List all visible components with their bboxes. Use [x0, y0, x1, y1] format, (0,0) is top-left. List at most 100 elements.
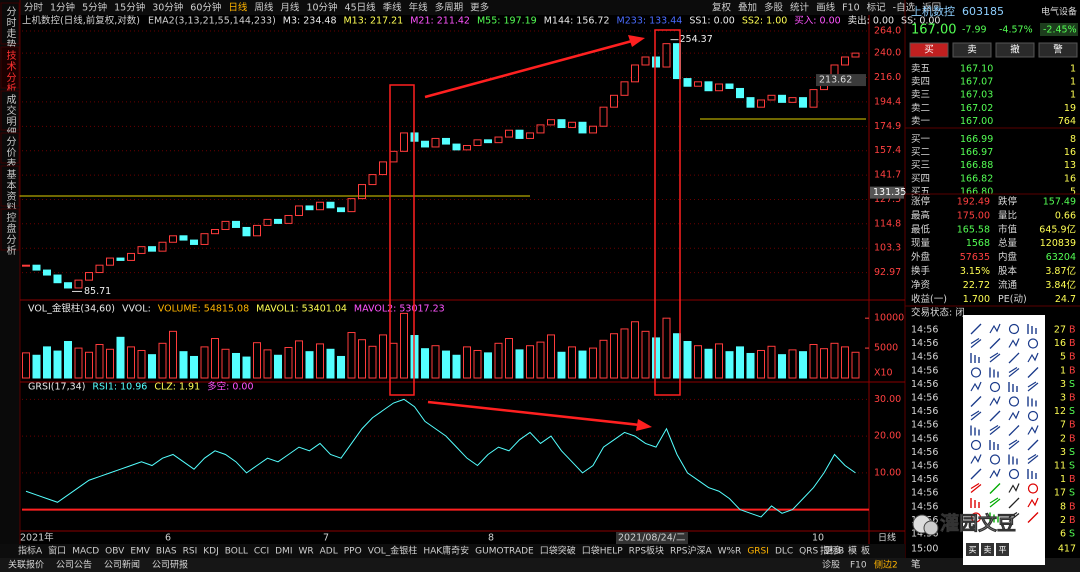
status-item[interactable]: 公司公告: [56, 559, 92, 571]
tool-icon[interactable]: [1008, 323, 1020, 335]
toolbar-item[interactable]: 季线: [383, 2, 403, 14]
trade-button[interactable]: [952, 42, 992, 58]
tool-icon[interactable]: [1008, 497, 1020, 509]
indicator-tab[interactable]: 板: [861, 545, 870, 557]
tool-icon[interactable]: [1027, 381, 1039, 392]
tool-icon[interactable]: [970, 367, 982, 378]
indicator-tab[interactable]: 日线: [878, 532, 896, 544]
tool-icon[interactable]: [970, 498, 980, 508]
toolbar-item[interactable]: 画线: [816, 2, 836, 14]
indicator-tab[interactable]: RSI: [183, 547, 198, 557]
tool-button[interactable]: [981, 543, 994, 556]
toolbar-item[interactable]: 1分钟: [50, 2, 75, 14]
trade-button[interactable]: [909, 42, 949, 58]
tool-icon[interactable]: [1027, 453, 1039, 464]
indicator-tab[interactable]: ADL: [320, 547, 338, 557]
indicator-tab[interactable]: VOL_金银柱: [368, 545, 418, 557]
tool-icon[interactable]: [1008, 454, 1018, 465]
indicator-tab[interactable]: 口袋突破: [540, 545, 576, 557]
tool-icon[interactable]: [970, 396, 982, 407]
toolbar-item[interactable]: 日线: [228, 2, 248, 14]
toolbar-item[interactable]: 标记: [867, 2, 887, 14]
toolbar-item[interactable]: 更多: [470, 2, 489, 14]
tool-icon[interactable]: [1027, 512, 1039, 523]
tool-icon[interactable]: [1027, 483, 1039, 494]
indicator-tab[interactable]: 模: [848, 546, 857, 557]
tool-icon[interactable]: [970, 337, 982, 348]
tool-icon[interactable]: [970, 381, 982, 392]
tool-icon[interactable]: [1027, 469, 1037, 479]
trade-button-label[interactable]: 警: [1053, 44, 1063, 56]
tool-icon[interactable]: [989, 381, 1001, 393]
tool-icon[interactable]: [970, 425, 980, 436]
toolbar-item[interactable]: 5分钟: [82, 2, 107, 14]
tool-icon[interactable]: [970, 512, 982, 523]
tool-icon[interactable]: [1027, 439, 1039, 451]
tool-icon[interactable]: [970, 468, 982, 480]
indicator-tab[interactable]: MACD: [72, 547, 99, 557]
toolbar-item[interactable]: 多股: [764, 2, 784, 14]
tool-icon[interactable]: [989, 468, 1001, 479]
tool-icon[interactable]: [1027, 367, 1039, 378]
toolbar-item[interactable]: 统计: [790, 2, 810, 14]
tool-icon[interactable]: [970, 454, 982, 464]
tool-icon[interactable]: [1008, 338, 1020, 348]
tool-icon[interactable]: [1008, 511, 1020, 522]
tool-icon[interactable]: [970, 323, 982, 335]
trade-button[interactable]: [1038, 42, 1078, 58]
indicator-tab[interactable]: 更多: [824, 545, 842, 557]
tool-icon[interactable]: [1027, 497, 1039, 508]
tool-icon[interactable]: [1008, 483, 1020, 493]
tool-icon[interactable]: [1027, 324, 1037, 334]
tool-icon[interactable]: [1008, 366, 1020, 377]
indicator-tab[interactable]: WR: [298, 547, 313, 557]
tool-icon[interactable]: [989, 497, 1001, 508]
tool-button-label[interactable]: 卖: [984, 546, 992, 555]
indicator-tab[interactable]: DMI: [275, 547, 292, 557]
tool-icon[interactable]: [1008, 352, 1020, 364]
tool-icon[interactable]: [1008, 382, 1018, 392]
tool-icon[interactable]: [1008, 468, 1020, 480]
toolbar-item[interactable]: 分时: [24, 2, 44, 14]
indicator-tab[interactable]: BIAS: [156, 547, 177, 557]
indicator-tab[interactable]: DLC: [775, 547, 793, 557]
tool-icon[interactable]: [989, 410, 1001, 422]
toolbar-item[interactable]: 返回: [922, 2, 941, 14]
trade-button-label[interactable]: 撤: [1010, 44, 1020, 56]
tool-icon[interactable]: [1008, 425, 1020, 436]
indicator-tab[interactable]: GRSI: [747, 547, 769, 557]
tool-icon[interactable]: [989, 367, 999, 378]
side-tab[interactable]: 基本资料: [4, 168, 16, 213]
status-item[interactable]: 诊股: [822, 559, 840, 571]
tool-button[interactable]: [996, 543, 1009, 556]
tool-icon[interactable]: [989, 323, 1001, 334]
trade-button[interactable]: [995, 42, 1035, 58]
tool-button-label[interactable]: 平: [999, 546, 1007, 555]
tool-icon[interactable]: [970, 482, 982, 493]
toolbar-item[interactable]: -自选: [893, 2, 916, 14]
toolbar-item[interactable]: F10: [842, 3, 860, 14]
side-tab[interactable]: 分时走势: [4, 6, 16, 50]
tool-icon[interactable]: [989, 396, 1001, 406]
indicator-tab[interactable]: GUMOTRADE: [475, 547, 534, 557]
status-item[interactable]: 公司新闻: [104, 559, 140, 571]
tool-icon[interactable]: [1008, 439, 1020, 450]
toolbar-item[interactable]: 复权: [712, 2, 732, 14]
indicator-tab[interactable]: 指标A: [18, 545, 43, 557]
indicator-tab[interactable]: 指标B: [820, 545, 844, 557]
toolbar-item[interactable]: 45日线: [345, 2, 377, 14]
tool-icon[interactable]: [970, 439, 982, 451]
indicator-tab[interactable]: BOLL: [225, 547, 248, 557]
status-item[interactable]: 公司研报: [152, 559, 188, 571]
indicator-tab[interactable]: EMV: [130, 547, 150, 557]
tool-icon[interactable]: [989, 440, 999, 450]
toolbar-item[interactable]: 60分钟: [190, 2, 221, 14]
indicator-tab[interactable]: RPS沪深A: [670, 545, 712, 557]
toolbar-item[interactable]: 多周期: [435, 2, 464, 14]
tool-icon[interactable]: [1008, 410, 1020, 421]
toolbar-item[interactable]: 10分钟: [306, 2, 337, 14]
toolbar-item[interactable]: 年线: [409, 2, 429, 14]
tool-icon[interactable]: [1008, 396, 1020, 407]
tool-icon[interactable]: [1027, 396, 1037, 407]
tool-icon[interactable]: [1027, 410, 1039, 422]
